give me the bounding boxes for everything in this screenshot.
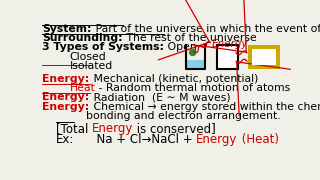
Bar [187, 60, 204, 69]
Circle shape [189, 49, 196, 55]
Text: Chemical → energy stored within the chemical: Chemical → energy stored within the chem… [90, 102, 320, 112]
Text: is conserved]: is conserved] [133, 122, 216, 135]
Text: Energy: Energy [212, 39, 249, 49]
Text: Energy:: Energy: [42, 74, 90, 84]
Text: Radiation  (E ∼ M waves): Radiation (E ∼ M waves) [90, 93, 230, 102]
Text: System:: System: [42, 24, 92, 34]
Text: Energy:: Energy: [42, 93, 90, 102]
Text: Heat: Heat [69, 83, 95, 93]
Text: The rest of the universe: The rest of the universe [123, 33, 257, 43]
Text: (Heat): (Heat) [238, 133, 279, 146]
Text: Energy:: Energy: [42, 102, 90, 112]
Text: 3 Types of Systems:: 3 Types of Systems: [42, 42, 164, 52]
Text: Surrounding:: Surrounding: [42, 33, 123, 43]
Text: Mechanical (kinetic, potential): Mechanical (kinetic, potential) [90, 74, 258, 84]
Bar [248, 45, 280, 69]
Text: - Random thermal motion of atoms: - Random thermal motion of atoms [95, 83, 291, 93]
Text: bonding and electron arrangement.: bonding and electron arrangement. [86, 111, 281, 121]
Bar [252, 49, 276, 66]
Text: Na + Cl→NaCl +: Na + Cl→NaCl + [74, 133, 196, 146]
Text: Ex:: Ex: [55, 133, 74, 146]
Text: [Total: [Total [55, 122, 92, 135]
Text: Open: Open [164, 42, 197, 52]
Text: Energy: Energy [92, 122, 133, 135]
Text: Isolated: Isolated [69, 61, 113, 71]
Text: Part of the universe in which the event of interest occurs.: Part of the universe in which the event … [92, 24, 320, 34]
Text: Energy: Energy [196, 133, 238, 146]
Text: Closed: Closed [69, 52, 106, 62]
Bar [217, 45, 238, 69]
